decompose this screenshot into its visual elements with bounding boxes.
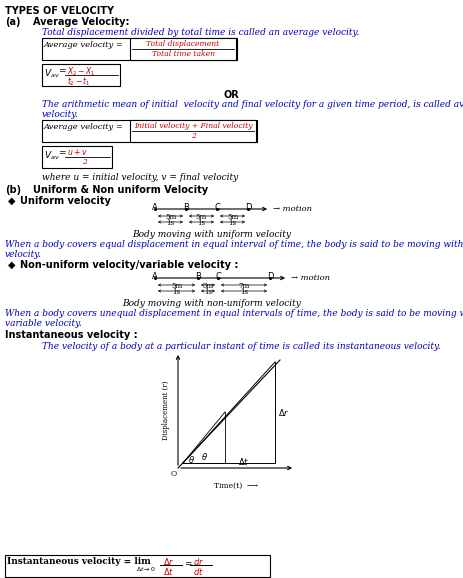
Text: The arithmetic mean of initial  velocity and final velocity for a given time per: The arithmetic mean of initial velocity … bbox=[42, 100, 463, 109]
Text: 1s: 1s bbox=[204, 288, 212, 296]
Text: O: O bbox=[171, 470, 177, 478]
Text: → motion: → motion bbox=[291, 274, 330, 282]
Text: When a body covers unequal displacement in equal intervals of time, the body is : When a body covers unequal displacement … bbox=[5, 309, 463, 318]
Text: =: = bbox=[184, 560, 192, 569]
Text: A: A bbox=[152, 272, 158, 281]
Text: (b): (b) bbox=[5, 185, 21, 195]
Text: ◆: ◆ bbox=[8, 260, 15, 270]
Text: Body moving with non-uniform velocity: Body moving with non-uniform velocity bbox=[123, 299, 301, 308]
Text: $V_{av}$: $V_{av}$ bbox=[44, 67, 60, 80]
Text: D: D bbox=[267, 272, 273, 281]
Text: $\theta$: $\theta$ bbox=[201, 451, 208, 462]
Text: $\theta$: $\theta$ bbox=[188, 454, 195, 465]
Text: Uniform & Non uniform Velocity: Uniform & Non uniform Velocity bbox=[33, 185, 208, 195]
Text: =: = bbox=[58, 149, 65, 158]
Text: Instantaneous velocity = lim: Instantaneous velocity = lim bbox=[7, 557, 151, 566]
Text: Non-uniform velocity/variable velocity :: Non-uniform velocity/variable velocity : bbox=[20, 260, 238, 270]
Text: B: B bbox=[195, 272, 201, 281]
Text: $V_{av}$: $V_{av}$ bbox=[44, 149, 60, 161]
Text: B: B bbox=[183, 203, 189, 212]
Text: $\Delta t$: $\Delta t$ bbox=[163, 566, 174, 577]
Text: where u = initial velocity, v = final velocity: where u = initial velocity, v = final ve… bbox=[42, 173, 238, 182]
Text: 7m: 7m bbox=[238, 282, 250, 290]
Text: 5m: 5m bbox=[171, 282, 182, 290]
Bar bbox=[42, 146, 112, 168]
Bar bbox=[130, 38, 236, 60]
Text: ◆: ◆ bbox=[8, 196, 15, 206]
Text: $dr$: $dr$ bbox=[193, 556, 204, 567]
Bar bbox=[42, 38, 237, 60]
Text: → motion: → motion bbox=[273, 205, 312, 213]
Text: velocity.: velocity. bbox=[42, 110, 79, 119]
Text: $dt$: $dt$ bbox=[193, 566, 204, 577]
Text: 1s: 1s bbox=[198, 219, 206, 227]
Text: 1s: 1s bbox=[173, 288, 181, 296]
Text: Average velocity =: Average velocity = bbox=[44, 123, 124, 131]
Text: Average Velocity:: Average Velocity: bbox=[33, 17, 130, 27]
Text: Instantaneous velocity :: Instantaneous velocity : bbox=[5, 330, 138, 340]
Text: $X_2-X_1$: $X_2-X_1$ bbox=[67, 65, 96, 77]
Text: $\Delta t$: $\Delta t$ bbox=[238, 456, 250, 467]
Text: 5m: 5m bbox=[196, 213, 207, 221]
Text: velocity.: velocity. bbox=[5, 250, 42, 259]
Text: C: C bbox=[215, 272, 221, 281]
Bar bbox=[130, 120, 256, 142]
Text: 5m: 5m bbox=[165, 213, 176, 221]
Text: 1s: 1s bbox=[229, 219, 237, 227]
Text: Total displacement: Total displacement bbox=[146, 40, 219, 48]
Text: variable velocity.: variable velocity. bbox=[5, 319, 82, 328]
Text: 3m: 3m bbox=[202, 282, 213, 290]
Text: Initial velocity + Final velocity: Initial velocity + Final velocity bbox=[134, 122, 252, 130]
Text: Total displacement divided by total time is called an average velocity.: Total displacement divided by total time… bbox=[42, 28, 359, 37]
Text: OR: OR bbox=[223, 90, 239, 100]
Text: $\Delta r$: $\Delta r$ bbox=[278, 406, 289, 417]
Text: $t_2-t_1$: $t_2-t_1$ bbox=[67, 76, 91, 88]
Text: 5m: 5m bbox=[227, 213, 238, 221]
Text: 1s: 1s bbox=[167, 219, 175, 227]
Bar bbox=[42, 120, 257, 142]
Bar bbox=[5, 555, 270, 577]
Text: TYPES OF VELOCITY: TYPES OF VELOCITY bbox=[5, 6, 114, 16]
Text: $u+v$: $u+v$ bbox=[67, 147, 88, 157]
Text: Total time taken: Total time taken bbox=[151, 50, 214, 58]
Text: D: D bbox=[245, 203, 251, 212]
Bar bbox=[42, 64, 120, 86]
Text: $\Delta t\to 0$: $\Delta t\to 0$ bbox=[136, 565, 156, 573]
Text: A: A bbox=[152, 203, 158, 212]
Text: 2: 2 bbox=[191, 132, 195, 140]
Text: Time(t)  ⟶: Time(t) ⟶ bbox=[214, 482, 258, 490]
Text: The velocity of a body at a particular instant of time is called its instantaneo: The velocity of a body at a particular i… bbox=[42, 342, 441, 351]
Text: $\Delta r$: $\Delta r$ bbox=[163, 556, 175, 567]
Text: Average velocity =: Average velocity = bbox=[44, 41, 124, 49]
Text: 1s: 1s bbox=[240, 288, 248, 296]
Text: =: = bbox=[58, 67, 65, 76]
Text: C: C bbox=[214, 203, 220, 212]
Text: 2: 2 bbox=[82, 158, 87, 166]
Text: Body moving with uniform velocity: Body moving with uniform velocity bbox=[132, 230, 292, 239]
Text: (a): (a) bbox=[5, 17, 20, 27]
Text: Uniform velocity: Uniform velocity bbox=[20, 196, 111, 206]
Text: When a body covers equal displacement in equal interval of time, the body is sai: When a body covers equal displacement in… bbox=[5, 240, 463, 249]
Text: Displacement (r): Displacement (r) bbox=[162, 380, 170, 440]
